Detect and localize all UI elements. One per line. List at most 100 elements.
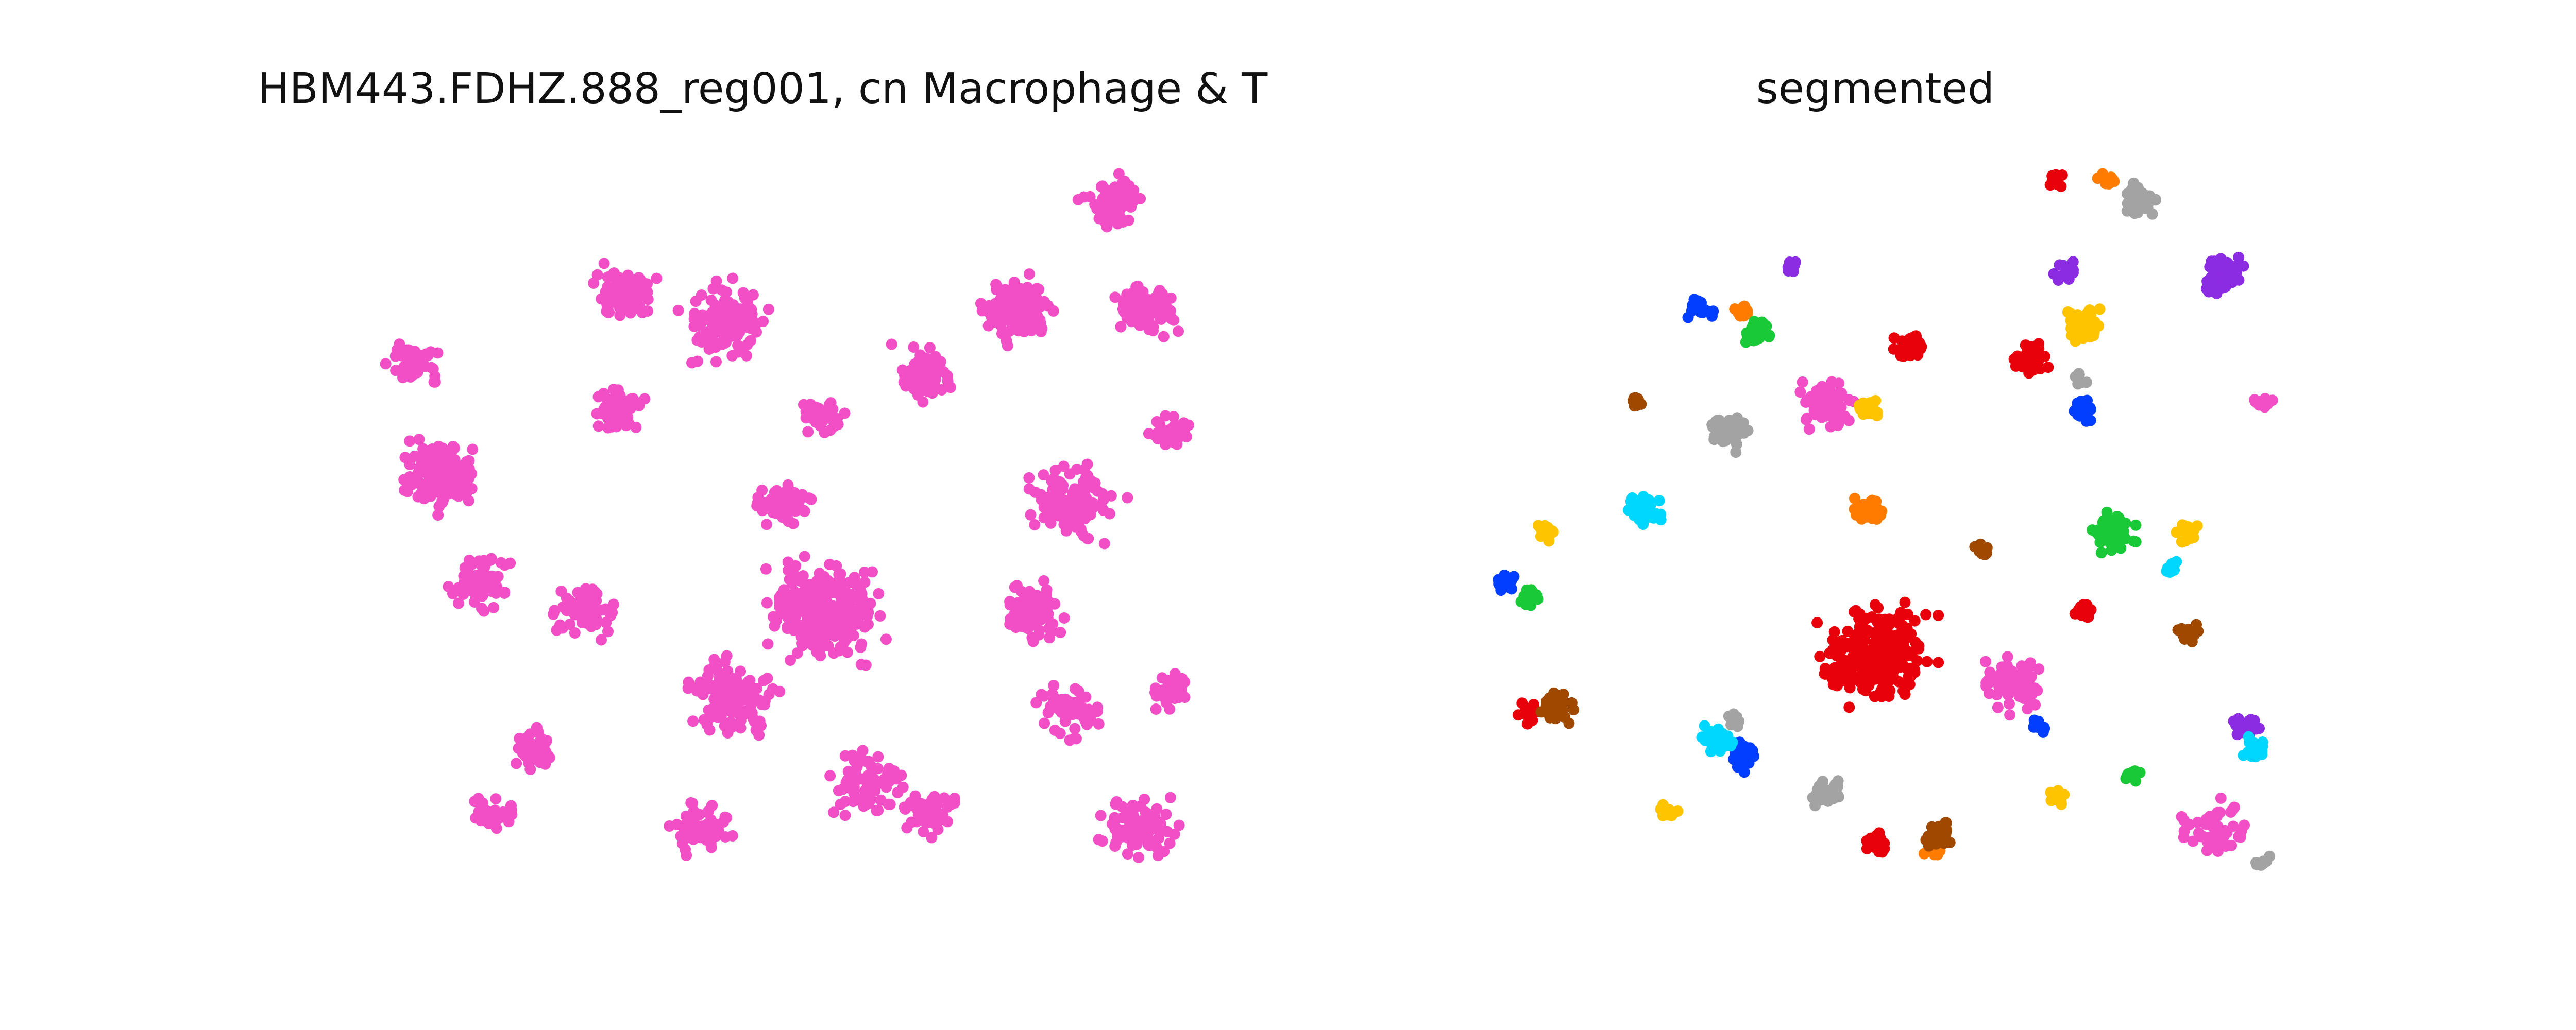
scatter-point — [415, 459, 427, 471]
scatter-point — [990, 311, 1002, 323]
scatter-point — [564, 619, 576, 630]
scatter-point — [810, 401, 822, 413]
scatter-point — [596, 634, 607, 646]
scatter-point — [418, 350, 430, 362]
scatter-point — [1784, 256, 1795, 268]
scatter-point — [1888, 343, 1900, 355]
scatter-point — [1639, 495, 1651, 507]
scatter-point — [825, 409, 837, 421]
scatter-point — [863, 756, 875, 767]
scatter-point — [1740, 336, 1752, 348]
scatter-point — [1980, 656, 1992, 667]
scatter-point — [821, 630, 833, 642]
scatter-point — [1568, 704, 1580, 716]
scatter-point — [816, 603, 828, 615]
scatter-point — [569, 609, 581, 621]
scatter-point — [1118, 176, 1130, 187]
scatter-point — [485, 553, 497, 564]
scatter-point — [1853, 613, 1865, 625]
scatter-point — [2032, 355, 2044, 367]
scatter-point — [2025, 657, 2037, 669]
scatter-point — [1044, 597, 1056, 609]
scatter-point — [1046, 625, 1058, 637]
scatter-point — [461, 487, 472, 499]
scatter-point — [1134, 800, 1146, 812]
scatter-point — [1153, 832, 1164, 844]
scatter-point — [842, 766, 854, 778]
scatter-point — [676, 838, 688, 850]
scatter-point — [2101, 173, 2113, 185]
scatter-point — [919, 806, 931, 818]
scatter-point — [1158, 331, 1170, 342]
scatter-point — [816, 414, 827, 425]
scatter-point — [1095, 810, 1107, 821]
scatter-point — [867, 566, 878, 578]
scatter-point — [833, 612, 844, 624]
scatter-point — [1622, 504, 1634, 516]
scatter-point — [949, 793, 960, 804]
scatter-point — [1835, 402, 1847, 414]
scatter-point — [488, 602, 499, 613]
scatter-point — [982, 320, 994, 332]
scatter-point — [433, 501, 445, 512]
scatter-point — [1132, 851, 1144, 863]
scatter-point — [1160, 410, 1172, 422]
scatter-point — [1165, 677, 1177, 689]
scatter-point — [638, 284, 650, 296]
scatter-point — [817, 613, 829, 625]
scatter-point — [622, 411, 634, 423]
scatter-point — [767, 501, 779, 512]
scatter-point — [855, 659, 867, 671]
scatter-point — [2201, 276, 2213, 287]
scatter-point — [769, 486, 781, 498]
scatter-point — [1008, 279, 1020, 290]
scatter-point — [1826, 376, 1838, 388]
scatter-point — [569, 627, 581, 639]
scatter-point — [1733, 307, 1744, 319]
scatter-point — [1921, 656, 1933, 667]
scatter-point — [856, 592, 868, 604]
scatter-point — [2042, 362, 2054, 373]
scatter-point — [1726, 416, 1738, 427]
scatter-point — [2215, 792, 2227, 804]
scatter-point — [606, 421, 618, 433]
scatter-point — [1029, 519, 1041, 530]
scatter-point — [1155, 313, 1167, 325]
scatter-point — [820, 589, 832, 600]
scatter-point — [1092, 701, 1104, 713]
scatter-point — [1845, 662, 1856, 674]
scatter-point — [602, 281, 614, 293]
scatter-point — [1145, 809, 1157, 820]
scatter-point — [1552, 707, 1564, 719]
scatter-point — [2067, 256, 2079, 268]
scatter-point — [466, 468, 478, 479]
scatter-point — [1885, 653, 1897, 665]
scatter-point — [2088, 330, 2099, 341]
scatter-point — [935, 812, 946, 824]
scatter-point — [717, 683, 729, 695]
scatter-point — [1070, 484, 1081, 496]
scatter-point — [1902, 608, 1913, 620]
scatter-point — [1841, 641, 1853, 653]
scatter-plot-right — [1493, 168, 2278, 871]
scatter-point — [858, 800, 870, 812]
scatter-point — [1164, 703, 1176, 715]
scatter-point — [495, 557, 507, 569]
scatter-point — [610, 406, 622, 418]
scatter-point — [1850, 504, 1861, 516]
scatter-point — [1762, 329, 1774, 340]
scatter-point — [749, 716, 760, 728]
scatter-point — [1093, 834, 1105, 846]
scatter-point — [871, 778, 883, 790]
scatter-point — [1035, 489, 1047, 501]
scatter-point — [791, 647, 803, 659]
scatter-point — [1641, 507, 1653, 519]
scatter-point — [734, 326, 745, 338]
scatter-point — [715, 711, 727, 723]
scatter-point — [802, 426, 814, 438]
scatter-point — [928, 801, 940, 813]
scatter-point — [727, 673, 739, 684]
scatter-point — [2092, 173, 2104, 184]
scatter-point — [453, 582, 465, 594]
scatter-point — [738, 708, 750, 719]
